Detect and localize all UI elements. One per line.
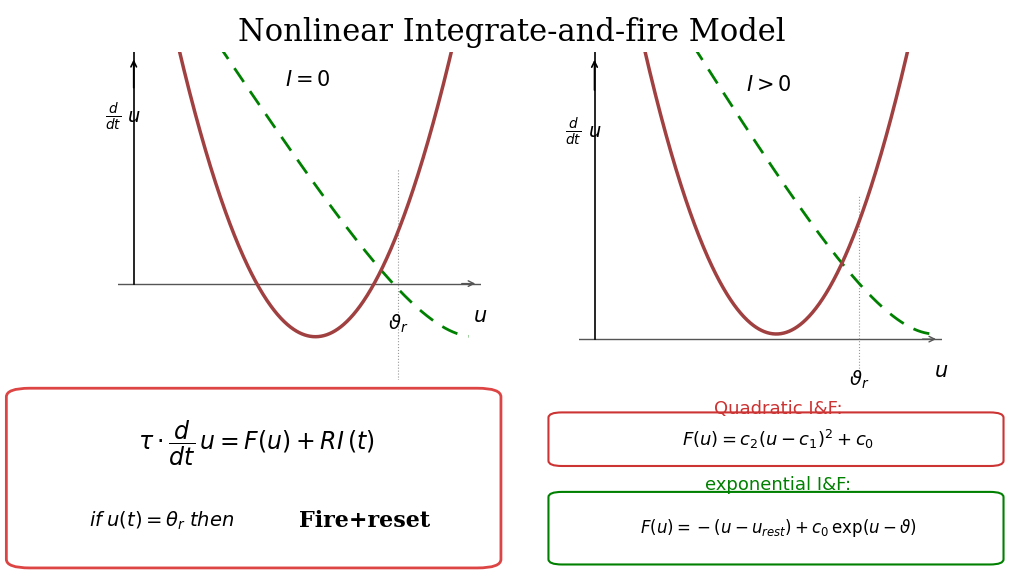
Text: $u$: $u$ [588,123,602,141]
Text: $u$: $u$ [934,362,948,381]
FancyBboxPatch shape [549,412,1004,466]
Text: $\vartheta_r$: $\vartheta_r$ [849,369,869,391]
Text: $\frac{d}{dt}$: $\frac{d}{dt}$ [104,101,121,133]
Text: $\tau \cdot \dfrac{d}{dt}\, u = F(u) + RI\,(t)$: $\tau \cdot \dfrac{d}{dt}\, u = F(u) + R… [137,419,375,468]
Text: $I=0$: $I=0$ [285,70,331,90]
Text: $F(u) = -(u - u_{rest}) + c_0\,\exp(u - \vartheta)$: $F(u) = -(u - u_{rest}) + c_0\,\exp(u - … [640,517,916,539]
Text: $\frac{d}{dt}$: $\frac{d}{dt}$ [565,116,582,148]
FancyBboxPatch shape [549,492,1004,564]
Text: Fire+reset: Fire+reset [299,510,430,532]
Text: Quadratic I&F:: Quadratic I&F: [714,400,843,418]
FancyBboxPatch shape [6,388,501,568]
Text: $\vartheta_r$: $\vartheta_r$ [388,313,409,335]
Text: exponential I&F:: exponential I&F: [706,476,851,494]
Text: $u$: $u$ [127,108,141,126]
Text: $I>0$: $I>0$ [745,75,792,95]
Text: $F(u) = c_2(u - c_1)^2 + c_0$: $F(u) = c_2(u - c_1)^2 + c_0$ [682,427,874,451]
Text: $u$: $u$ [473,306,487,325]
Text: Nonlinear Integrate-and-fire Model: Nonlinear Integrate-and-fire Model [239,17,785,48]
Text: $if\; u(t) = \theta_r\; then$: $if\; u(t) = \theta_r\; then$ [89,510,234,532]
